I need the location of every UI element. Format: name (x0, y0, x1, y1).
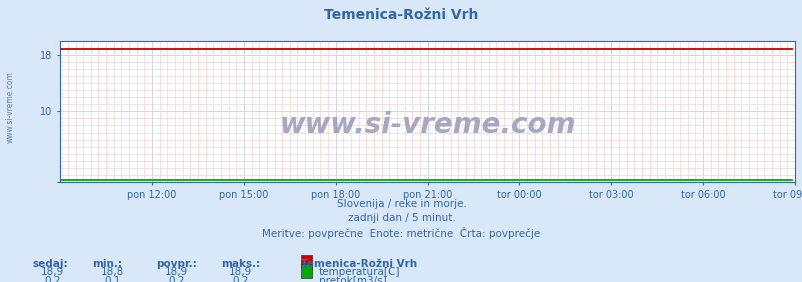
Text: 18,9: 18,9 (41, 267, 63, 277)
Text: povpr.:: povpr.: (156, 259, 197, 269)
Text: min.:: min.: (92, 259, 122, 269)
Text: 18,8: 18,8 (101, 267, 124, 277)
Text: Temenica-Rožni Vrh: Temenica-Rožni Vrh (301, 259, 417, 269)
Text: temperatura[C]: temperatura[C] (318, 267, 399, 277)
Text: 18,9: 18,9 (165, 267, 188, 277)
Text: 0,2: 0,2 (168, 276, 184, 282)
Text: 18,9: 18,9 (229, 267, 252, 277)
Text: Temenica-Rožni Vrh: Temenica-Rožni Vrh (324, 8, 478, 23)
Text: www.si-vreme.com: www.si-vreme.com (279, 111, 575, 140)
Text: www.si-vreme.com: www.si-vreme.com (6, 71, 15, 143)
Text: Meritve: povprečne  Enote: metrične  Črta: povprečje: Meritve: povprečne Enote: metrične Črta:… (262, 227, 540, 239)
Text: 0,1: 0,1 (104, 276, 120, 282)
Text: sedaj:: sedaj: (32, 259, 67, 269)
Text: 0,2: 0,2 (44, 276, 60, 282)
Text: Slovenija / reke in morje.: Slovenija / reke in morje. (336, 199, 466, 209)
Text: pretok[m3/s]: pretok[m3/s] (318, 276, 386, 282)
Text: 0,2: 0,2 (233, 276, 249, 282)
Text: maks.:: maks.: (221, 259, 260, 269)
Text: zadnji dan / 5 minut.: zadnji dan / 5 minut. (347, 213, 455, 223)
